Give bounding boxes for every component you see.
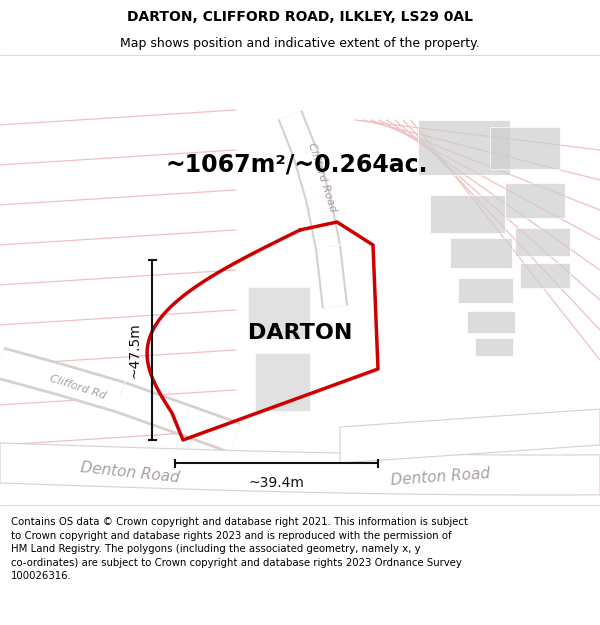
Bar bbox=[458, 278, 513, 303]
Bar bbox=[505, 183, 565, 218]
Text: ~1067m²/~0.264ac.: ~1067m²/~0.264ac. bbox=[165, 153, 427, 177]
Bar bbox=[418, 120, 510, 175]
Bar bbox=[520, 263, 570, 288]
Text: Clifford Rd: Clifford Rd bbox=[49, 373, 107, 401]
Text: Denton Road: Denton Road bbox=[80, 461, 181, 486]
Polygon shape bbox=[340, 409, 600, 463]
Text: Denton Road: Denton Road bbox=[390, 466, 490, 488]
Bar bbox=[255, 353, 310, 411]
Bar bbox=[248, 287, 310, 339]
Bar bbox=[515, 228, 570, 256]
Text: Clifford Road: Clifford Road bbox=[306, 141, 338, 213]
Bar bbox=[450, 238, 512, 268]
Bar bbox=[475, 338, 513, 356]
Text: DARTON, CLIFFORD ROAD, ILKLEY, LS29 0AL: DARTON, CLIFFORD ROAD, ILKLEY, LS29 0AL bbox=[127, 9, 473, 24]
Text: Contains OS data © Crown copyright and database right 2021. This information is : Contains OS data © Crown copyright and d… bbox=[11, 517, 468, 581]
Text: ~47.5m: ~47.5m bbox=[128, 322, 142, 378]
Text: Map shows position and indicative extent of the property.: Map shows position and indicative extent… bbox=[120, 38, 480, 51]
Text: DARTON: DARTON bbox=[248, 323, 352, 343]
Bar bbox=[490, 127, 560, 169]
Bar bbox=[467, 311, 515, 333]
Text: ~39.4m: ~39.4m bbox=[248, 476, 304, 490]
Polygon shape bbox=[0, 443, 600, 495]
Bar bbox=[430, 195, 505, 233]
